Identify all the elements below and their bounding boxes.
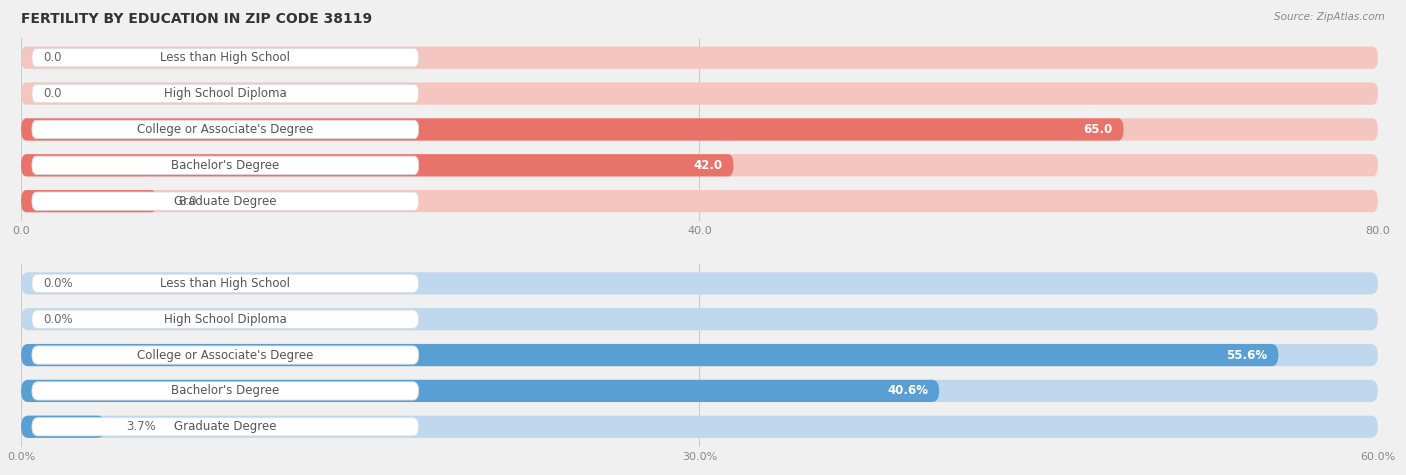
FancyBboxPatch shape: [21, 83, 1378, 104]
FancyBboxPatch shape: [21, 416, 1378, 438]
FancyBboxPatch shape: [21, 190, 1378, 212]
Text: 0.0%: 0.0%: [42, 313, 73, 326]
Text: Bachelor's Degree: Bachelor's Degree: [172, 159, 280, 172]
Text: FERTILITY BY EDUCATION IN ZIP CODE 38119: FERTILITY BY EDUCATION IN ZIP CODE 38119: [21, 12, 373, 26]
Text: 65.0: 65.0: [1084, 123, 1112, 136]
Text: Bachelor's Degree: Bachelor's Degree: [172, 384, 280, 398]
Text: College or Associate's Degree: College or Associate's Degree: [138, 349, 314, 361]
FancyBboxPatch shape: [21, 272, 1378, 294]
FancyBboxPatch shape: [32, 274, 419, 293]
Text: 3.7%: 3.7%: [127, 420, 156, 433]
FancyBboxPatch shape: [32, 120, 419, 139]
Text: 42.0: 42.0: [693, 159, 723, 172]
FancyBboxPatch shape: [32, 382, 419, 400]
Text: 0.0: 0.0: [42, 51, 62, 64]
Text: High School Diploma: High School Diploma: [165, 87, 287, 100]
FancyBboxPatch shape: [21, 380, 1378, 402]
Text: Less than High School: Less than High School: [160, 277, 290, 290]
Text: 8.0: 8.0: [179, 195, 197, 208]
FancyBboxPatch shape: [21, 47, 1378, 69]
Text: 0.0: 0.0: [42, 87, 62, 100]
FancyBboxPatch shape: [32, 418, 419, 436]
FancyBboxPatch shape: [21, 190, 157, 212]
Text: Graduate Degree: Graduate Degree: [174, 420, 277, 433]
Text: College or Associate's Degree: College or Associate's Degree: [138, 123, 314, 136]
FancyBboxPatch shape: [32, 85, 419, 103]
Text: High School Diploma: High School Diploma: [165, 313, 287, 326]
FancyBboxPatch shape: [32, 346, 419, 364]
FancyBboxPatch shape: [32, 310, 419, 328]
Text: 0.0%: 0.0%: [42, 277, 73, 290]
FancyBboxPatch shape: [21, 380, 939, 402]
Text: Less than High School: Less than High School: [160, 51, 290, 64]
FancyBboxPatch shape: [21, 154, 1378, 176]
FancyBboxPatch shape: [21, 118, 1378, 141]
FancyBboxPatch shape: [21, 344, 1378, 366]
FancyBboxPatch shape: [21, 344, 1278, 366]
Text: 40.6%: 40.6%: [887, 384, 928, 398]
Text: Source: ZipAtlas.com: Source: ZipAtlas.com: [1274, 12, 1385, 22]
FancyBboxPatch shape: [32, 156, 419, 174]
Text: Graduate Degree: Graduate Degree: [174, 195, 277, 208]
FancyBboxPatch shape: [21, 308, 1378, 330]
FancyBboxPatch shape: [21, 118, 1123, 141]
FancyBboxPatch shape: [32, 48, 419, 67]
FancyBboxPatch shape: [21, 154, 734, 176]
FancyBboxPatch shape: [32, 192, 419, 210]
Text: 55.6%: 55.6%: [1226, 349, 1268, 361]
FancyBboxPatch shape: [21, 416, 105, 438]
